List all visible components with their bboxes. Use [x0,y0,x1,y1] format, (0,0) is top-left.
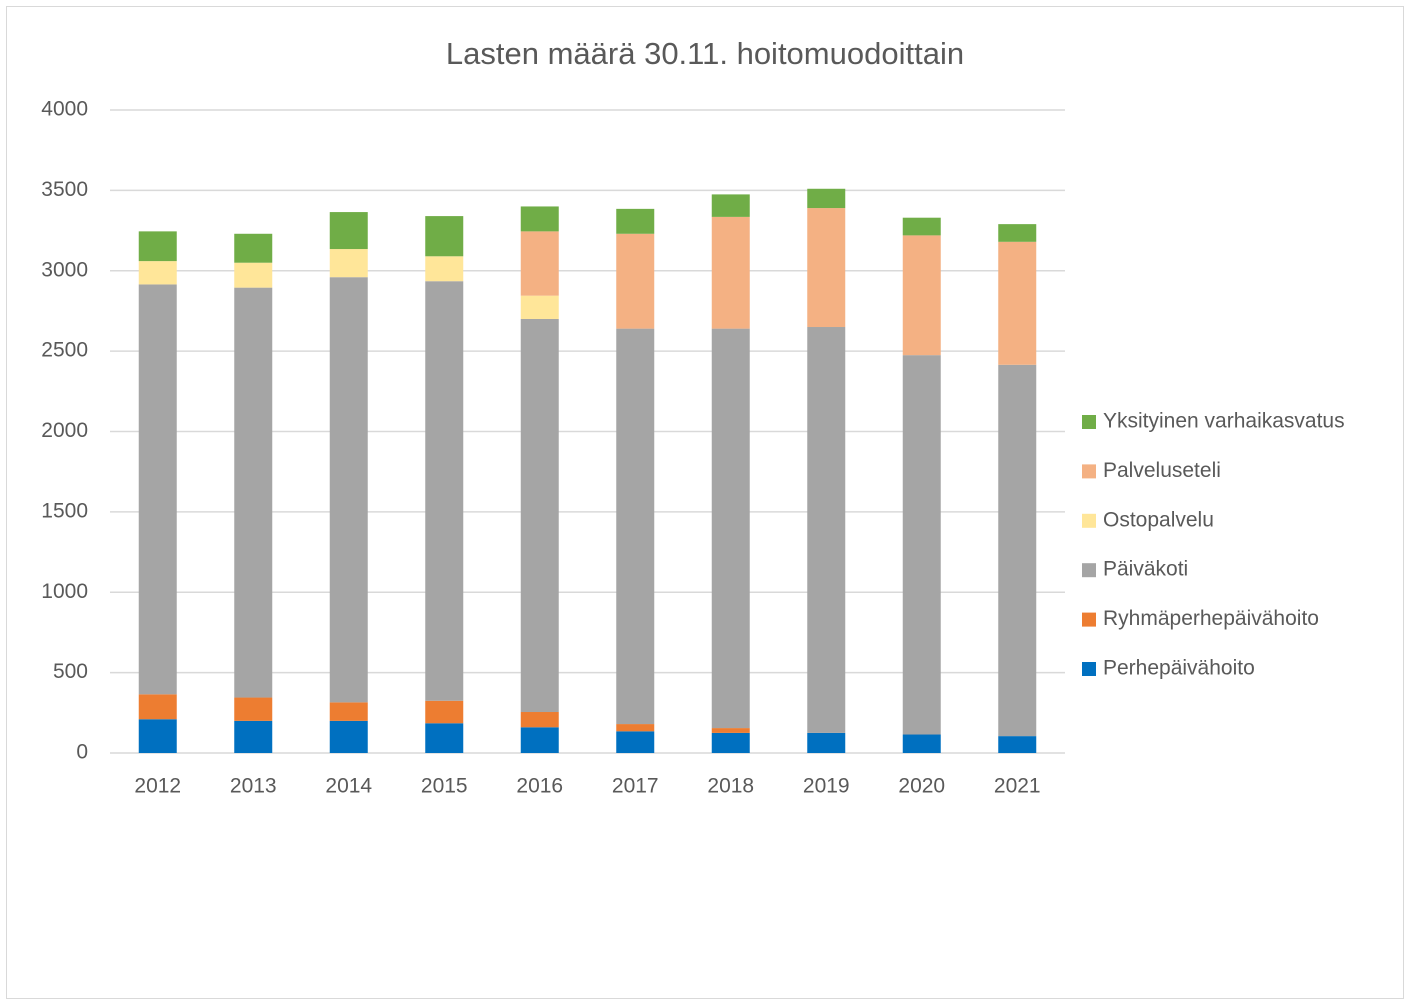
y-tick-label: 1000 [41,580,88,603]
legend-swatch [1082,563,1096,578]
bar-segment [329,277,368,703]
bar-segment [329,702,368,721]
bar-segment [902,355,941,735]
x-tick-label: 2012 [134,775,181,798]
bar-segment [234,720,273,753]
bar-segment [998,364,1037,737]
bar-segment [807,327,846,733]
legend-swatch [1082,612,1096,627]
bar-segment [234,287,273,698]
bar-segment [520,206,559,232]
bar-segment [616,731,655,753]
x-tick-label: 2016 [516,775,563,798]
legend-label: Ostopalvelu [1103,508,1214,531]
y-tick-label: 3000 [41,258,88,281]
x-tick-label: 2018 [707,775,754,798]
x-tick-label: 2015 [421,775,468,798]
legend-swatch [1082,662,1096,676]
bar-segment [807,188,846,209]
legend-swatch [1082,464,1096,479]
bar-segment [711,732,750,753]
bar-segment [616,233,655,329]
y-tick-label: 2000 [41,419,88,442]
bar-segment [998,736,1037,753]
bar-segment [234,697,273,721]
legend-label: Päiväkoti [1103,558,1188,581]
bar-segment [520,295,559,319]
chart-title: Lasten määrä 30.11. hoitomuodoittain [446,36,964,71]
bar-segment [425,723,464,753]
bar-segment [520,727,559,753]
y-tick-label: 4000 [41,98,88,121]
bar-segment [616,328,655,725]
bar-segment [138,719,177,753]
x-tick-label: 2014 [325,775,372,798]
legend-label: Palveluseteli [1103,459,1221,482]
bar-segment [616,208,655,234]
bar-segment [711,328,750,729]
bar-segment [711,728,750,733]
bar-segment [998,241,1037,365]
x-tick-label: 2020 [898,775,945,798]
bar-segment [807,732,846,753]
legend-label: Perhepäivähoito [1103,657,1255,680]
x-tick-label: 2019 [803,775,850,798]
bar-segment [616,724,655,732]
bar-segment [138,694,177,720]
bar-segment [902,217,941,236]
bar-segment [807,208,846,328]
x-tick-label: 2013 [230,775,277,798]
bar-segment [425,700,464,724]
bar-segment [998,224,1037,242]
bar-segment [234,262,273,288]
bar-segment [329,249,368,278]
y-tick-label: 2500 [41,339,88,362]
bar-segment [329,720,368,753]
bar-segment [425,281,464,701]
bar-segment [711,194,750,217]
bar-segment [138,231,177,262]
legend-swatch [1082,513,1096,528]
bar-segment [902,734,941,753]
bar-segment [138,261,177,285]
legend-label: Ryhmäperhepäivähoito [1103,607,1319,630]
x-tick-label: 2021 [994,775,1041,798]
bar-segment [711,216,750,329]
bar-segment [520,712,559,728]
legend-label: Yksityinen varhaikasvatus [1103,410,1345,433]
y-tick-label: 1500 [41,499,88,522]
x-tick-label: 2017 [612,775,659,798]
bar-segment [902,235,941,356]
bar-segment [138,284,177,695]
y-tick-label: 500 [53,660,88,683]
chart-border [6,6,1404,999]
bar-segment [425,216,464,257]
legend-swatch [1082,415,1096,429]
bar-segment [520,318,559,713]
bar-segment [329,212,368,250]
bar-segment [520,231,559,296]
y-tick-label: 3500 [41,178,88,201]
y-tick-label: 0 [76,741,88,764]
bar-segment [234,233,273,263]
bar-segment [425,256,464,282]
